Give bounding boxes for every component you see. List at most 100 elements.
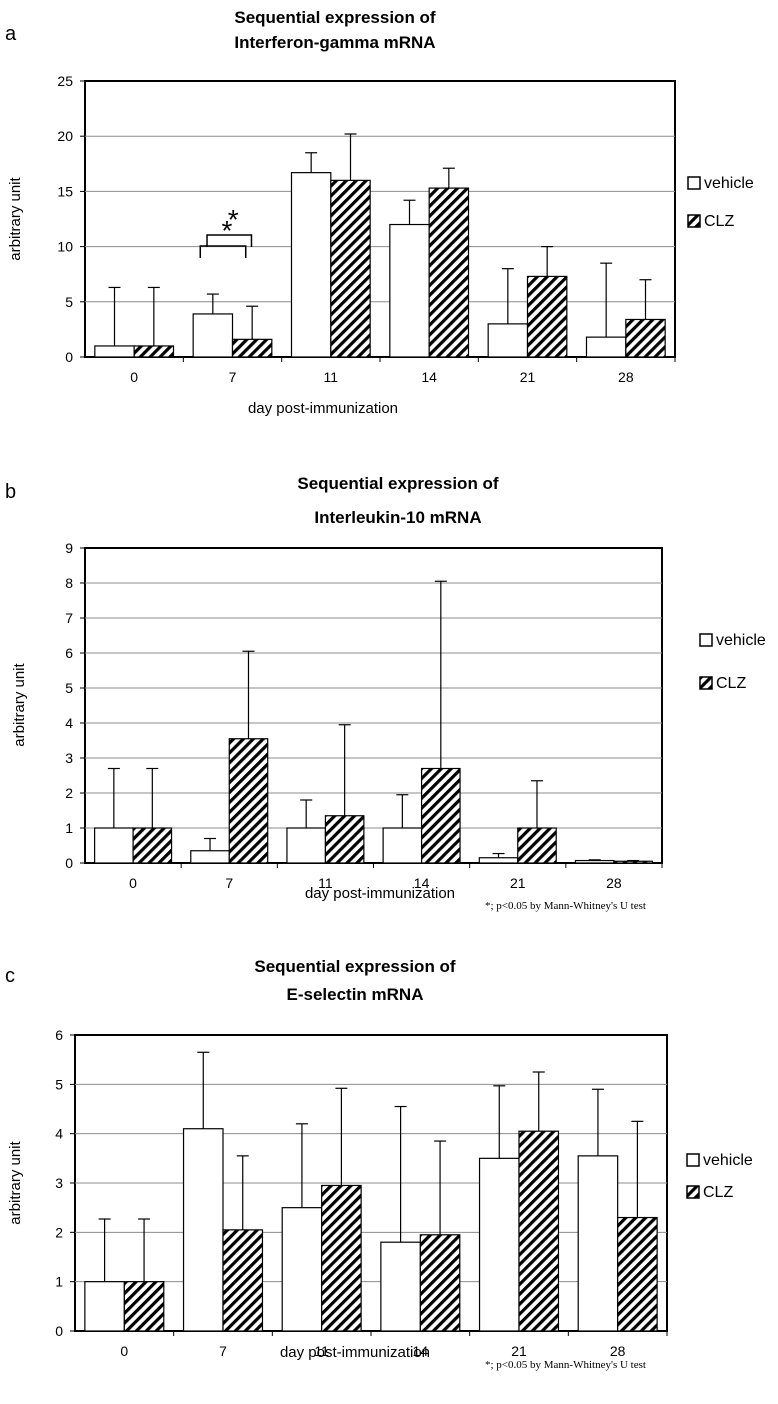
bar-clz-day-11 — [324, 815, 365, 864]
y-tick-label: 5 — [65, 294, 73, 310]
bar-vehicle-day-28 — [577, 1155, 619, 1332]
chart-title-line: Sequential expression of — [297, 474, 499, 493]
legend-label: CLZ — [704, 213, 734, 230]
x-tick-label: 14 — [421, 369, 437, 385]
bar-clz-day-7 — [228, 738, 269, 864]
legend-label: vehicle — [703, 1152, 753, 1169]
legend-swatch-clz — [699, 676, 713, 690]
chart-title-line: E-selectin mRNA — [287, 985, 424, 1004]
panel-letter: b — [5, 481, 16, 503]
legend-label: vehicle — [716, 632, 766, 649]
chart-title-line: Interferon-gamma mRNA — [234, 33, 435, 52]
bar-vehicle-day-7 — [190, 850, 230, 864]
y-tick-label: 7 — [65, 610, 73, 626]
y-tick-label: 20 — [57, 128, 73, 144]
bar-clz-day-11 — [321, 1184, 362, 1332]
bar-vehicle-day-0 — [94, 345, 135, 358]
x-axis-label: day post-immunization — [280, 1344, 430, 1361]
bar-clz-day-7 — [231, 338, 273, 358]
bar-vehicle-day-14 — [389, 223, 430, 358]
chart-panel-c: c Sequential expression of E-selectin mRNA… — [5, 215, 753, 1371]
legend-swatch-vehicle — [699, 633, 713, 647]
x-tick-label: 28 — [618, 369, 634, 385]
bar-clz-day-21 — [526, 275, 568, 358]
legend: vehicle CLZ — [699, 632, 766, 692]
footnote: *; p<0.05 by Mann-Whitney's U test — [485, 900, 646, 912]
x-tick-label: 11 — [318, 875, 333, 891]
bar-vehicle-day-7 — [182, 1128, 224, 1332]
bar-clz-day-0 — [133, 345, 175, 358]
panel-letter: c — [5, 965, 15, 987]
bar-vehicle-day-11 — [286, 827, 327, 864]
legend-swatch-vehicle — [687, 176, 701, 190]
bar-vehicle-day-14 — [382, 827, 423, 864]
bar-clz-day-11 — [330, 179, 371, 358]
bar-clz-day-0 — [132, 827, 173, 864]
bar-vehicle-day-28 — [574, 859, 615, 864]
y-tick-label: 15 — [57, 183, 73, 199]
bar-vehicle-day-21 — [487, 323, 529, 358]
x-tick-label: 7 — [229, 369, 237, 385]
y-tick-label: 8 — [65, 575, 73, 591]
x-tick-label: 7 — [225, 875, 233, 891]
y-tick-label: 9 — [65, 540, 73, 556]
bar-vehicle-day-14 — [380, 1241, 421, 1332]
y-tick-label: 2 — [65, 785, 73, 801]
x-tick-label: 14 — [413, 1343, 429, 1359]
y-tick-label: 6 — [55, 1027, 63, 1043]
significance-bracket — [206, 234, 253, 247]
y-tick-label: 0 — [55, 1323, 63, 1339]
y-tick-label: 5 — [55, 1076, 63, 1092]
x-axis-label: day post-immunization — [305, 885, 455, 902]
panel-letter: a — [5, 23, 17, 45]
bar-clz-day-21 — [518, 1130, 560, 1332]
significance-marker: * — [228, 204, 239, 235]
bar-clz-day-21 — [517, 827, 557, 864]
y-tick-label: 1 — [55, 1274, 63, 1290]
y-tick-label: 5 — [65, 680, 73, 696]
y-tick-label: 2 — [55, 1224, 63, 1240]
y-tick-label: 4 — [55, 1126, 63, 1142]
bar-vehicle-day-0 — [84, 1281, 125, 1332]
bar-vehicle-day-21 — [478, 1157, 520, 1332]
y-axis-label: arbitrary unit — [7, 1140, 24, 1224]
y-tick-label: 6 — [65, 645, 73, 661]
legend: vehicle CLZ — [687, 175, 754, 230]
x-tick-label: 28 — [606, 875, 622, 891]
legend-swatch-vehicle — [686, 1153, 700, 1167]
y-axis-label: arbitrary unit — [11, 662, 28, 746]
chart-panel-a: a Sequential expression of Interferon-gamm… — [5, 8, 754, 417]
legend-label: CLZ — [703, 1184, 733, 1201]
x-tick-label: 0 — [120, 1343, 128, 1359]
bar-clz-day-14 — [420, 767, 461, 864]
legend-label: CLZ — [716, 675, 746, 692]
significance-bracket — [199, 245, 247, 258]
x-tick-label: 21 — [520, 369, 536, 385]
y-tick-label: 10 — [57, 239, 73, 255]
legend-swatch-clz — [686, 1185, 700, 1199]
x-tick-label: 28 — [610, 1343, 626, 1359]
bar-vehicle-day-11 — [290, 172, 332, 358]
y-tick-label: 0 — [65, 349, 73, 365]
significance-marker: * — [222, 215, 233, 246]
legend: vehicle CLZ — [686, 1152, 753, 1201]
bar-clz-day-7 — [222, 1229, 264, 1332]
x-tick-label: 0 — [129, 875, 137, 891]
bar-clz-day-28 — [625, 318, 666, 358]
bar-vehicle-day-21 — [478, 857, 519, 864]
x-tick-label: 7 — [219, 1343, 227, 1359]
y-tick-label: 4 — [65, 715, 73, 731]
chart-title-line: Sequential expression of — [254, 957, 456, 976]
y-tick-label: 3 — [55, 1175, 63, 1191]
y-tick-label: 25 — [57, 73, 73, 89]
bar-clz-day-0 — [123, 1281, 165, 1332]
y-tick-label: 1 — [65, 820, 73, 836]
x-tick-label: 11 — [324, 369, 339, 385]
plot-frame — [84, 80, 676, 358]
chart-title-line: Interleukin-10 mRNA — [314, 508, 481, 527]
bar-vehicle-day-11 — [281, 1207, 323, 1332]
x-axis-label: day post-immunization — [248, 400, 398, 417]
y-axis-label: arbitrary unit — [7, 176, 24, 260]
bar-clz-day-28 — [617, 1216, 658, 1332]
bar-clz-day-28 — [613, 860, 653, 864]
